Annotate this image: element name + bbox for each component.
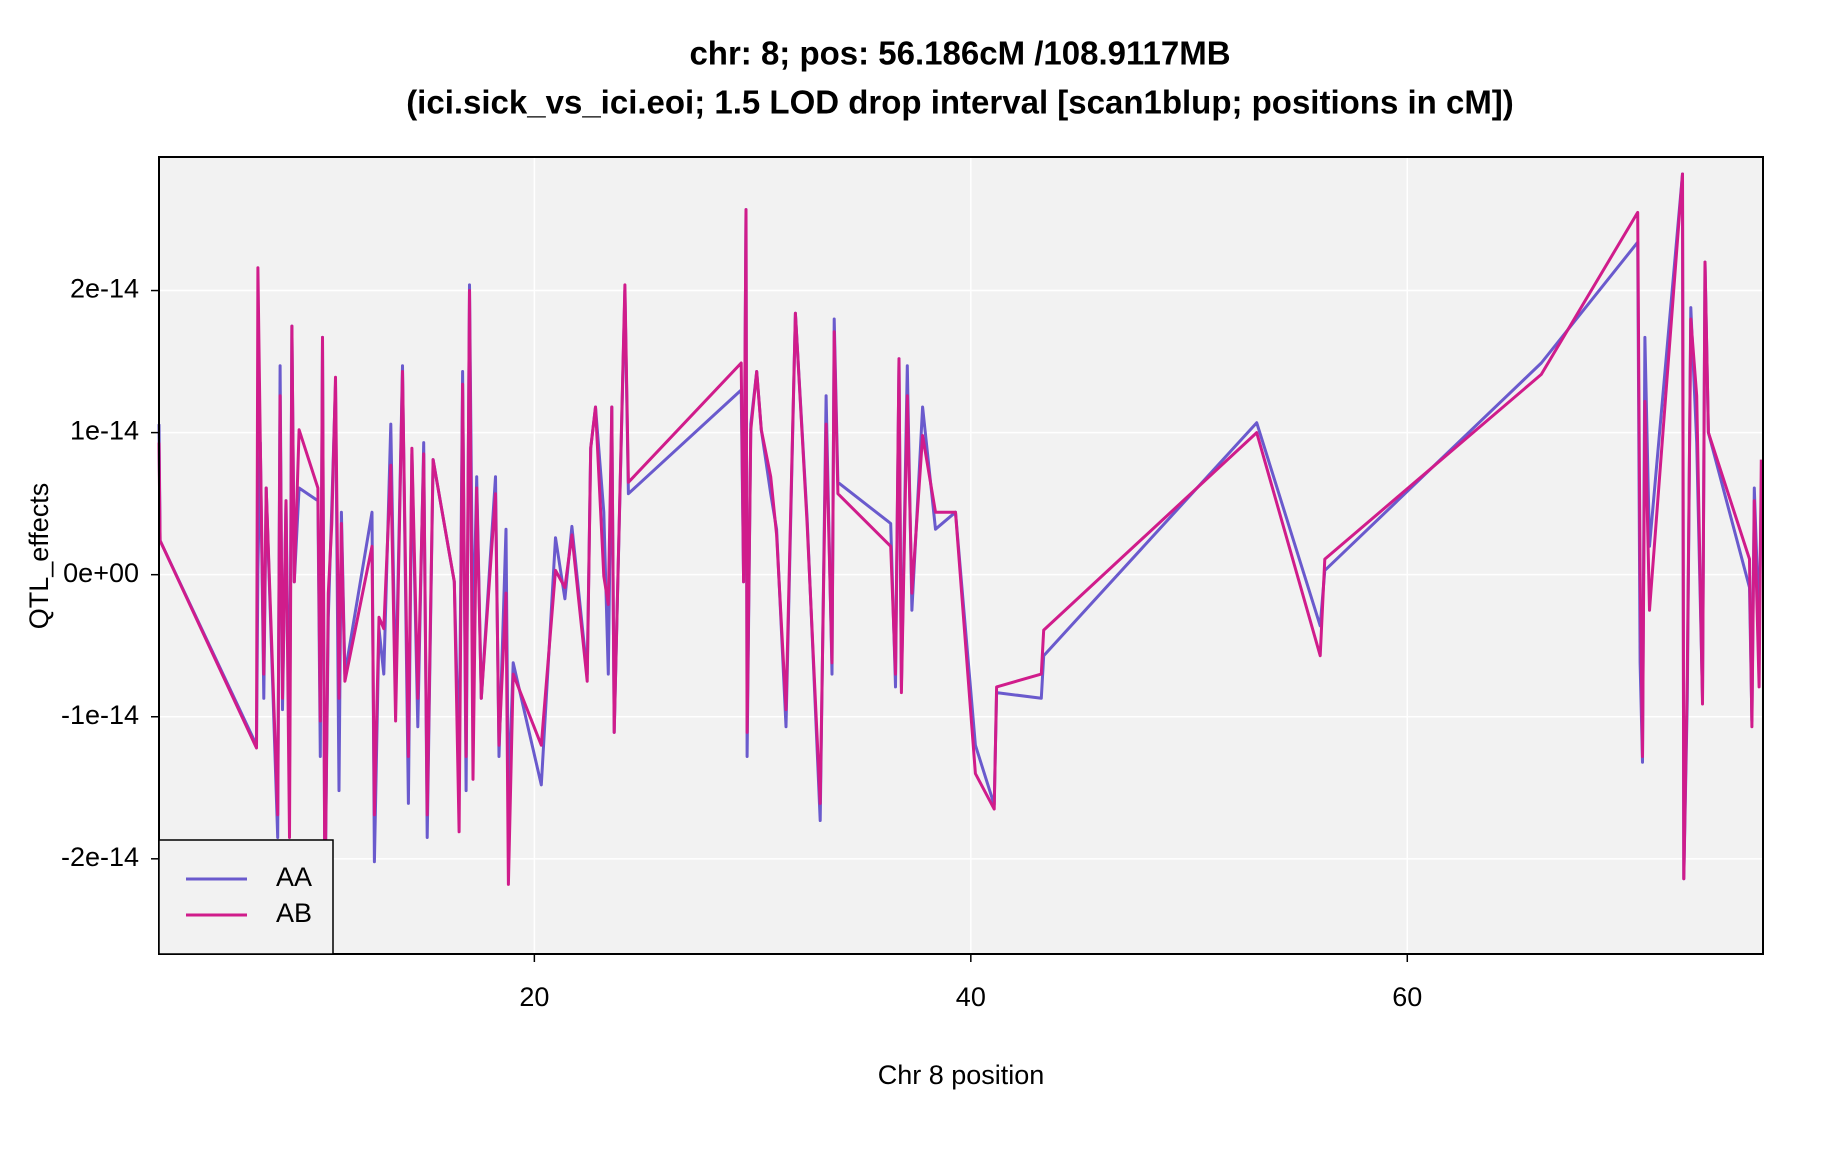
y-tick-label: 0e+00: [63, 558, 139, 588]
y-tick-label: 1e-14: [70, 416, 139, 446]
y-tick-label: -2e-14: [61, 842, 139, 872]
legend-box: [158, 839, 334, 955]
lines: [157, 172, 1763, 909]
chart-title: (ici.sick_vs_ici.eoi; 1.5 LOD drop inter…: [406, 84, 1514, 121]
x-tick-label: 60: [1392, 982, 1422, 1012]
x-tick-label: 40: [956, 982, 986, 1012]
x-axis-label: Chr 8 position: [878, 1060, 1045, 1090]
y-tick-label: -1e-14: [61, 700, 139, 730]
legend: AA AB: [158, 839, 334, 955]
plot-frame: [158, 156, 1764, 955]
x-tick-label: 20: [519, 982, 549, 1012]
legend-label: AA: [276, 862, 312, 892]
y-tick-label: 2e-14: [70, 274, 139, 304]
y-axis-label: QTL_effects: [24, 483, 54, 630]
legend-label: AB: [276, 898, 312, 928]
chart-title: chr: 8; pos: 56.186cM /108.9117MB: [689, 35, 1230, 72]
series-line: [157, 172, 1763, 909]
